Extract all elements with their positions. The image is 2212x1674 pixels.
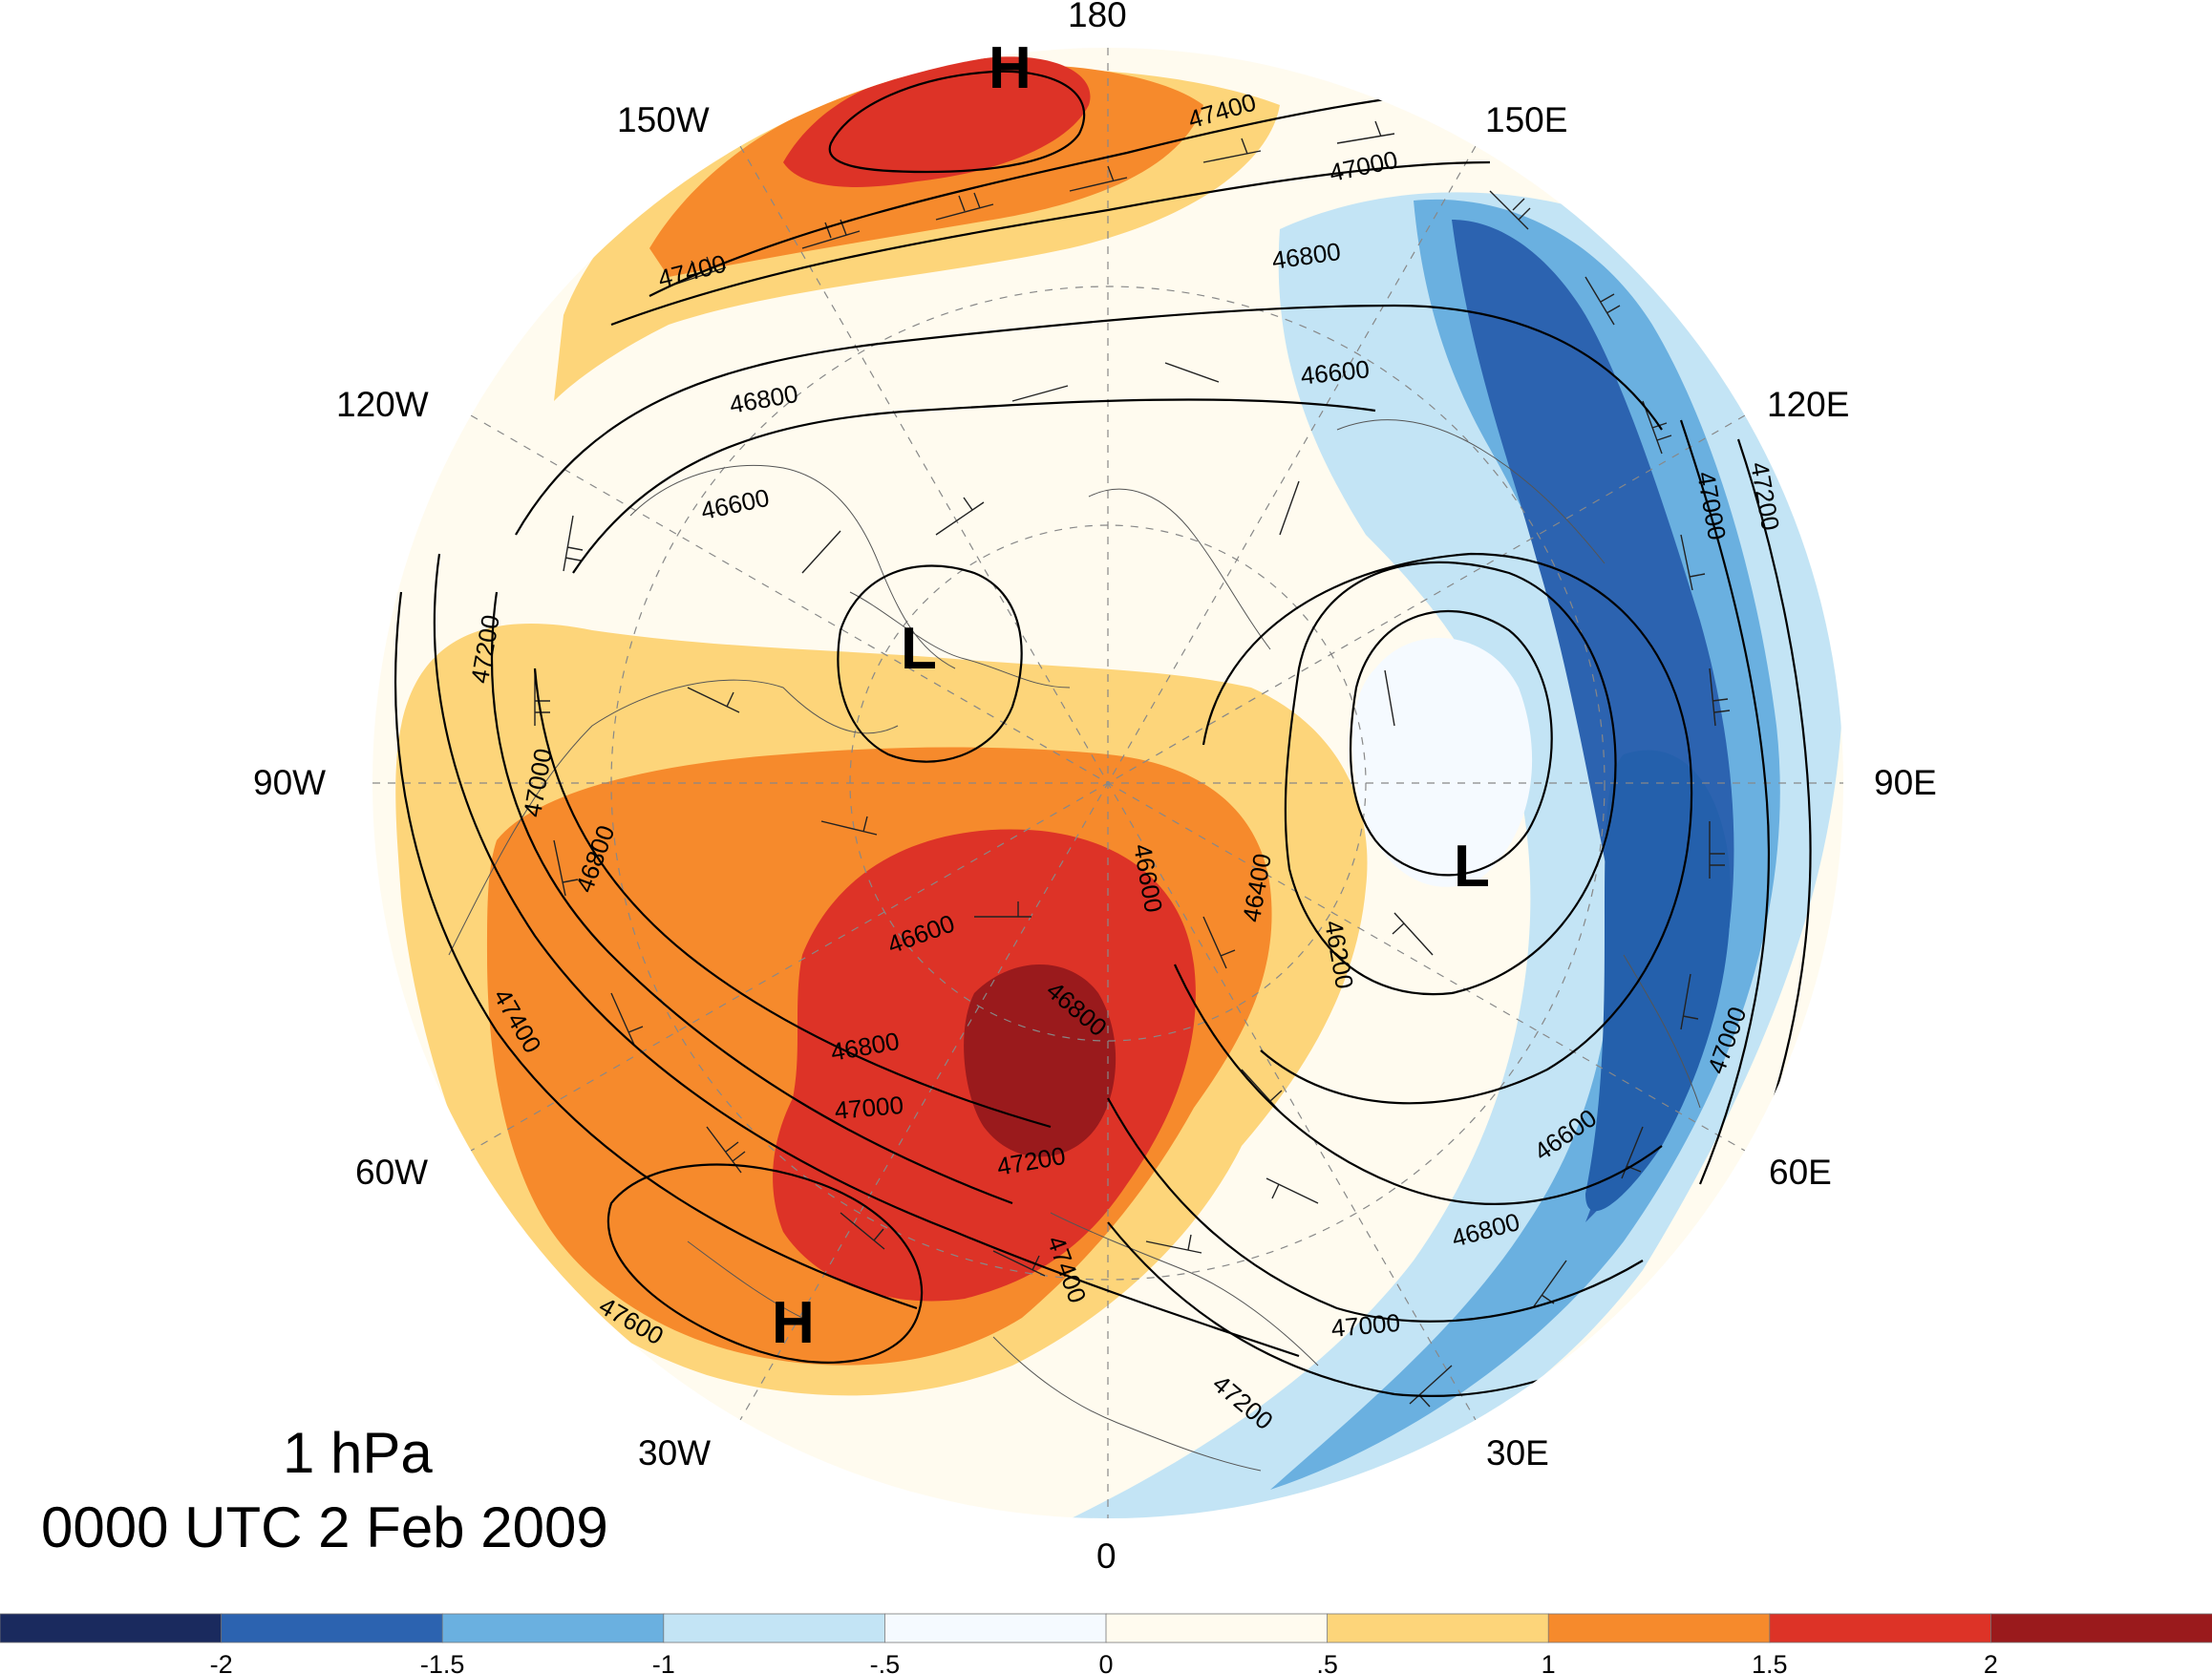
lon-label-180: 180 [1068,0,1127,34]
colorbar-segment [1327,1613,1550,1643]
longitude-labels: 180 150E 120E 90E 60E 30E 0 30W 60W 90W … [253,0,1937,1576]
colorbar-tick-label: 1 [1542,1650,1556,1674]
lon-label-0: 0 [1096,1536,1117,1576]
lon-label-90e: 90E [1874,763,1937,802]
colorbar: -2 -1.5 -1 -.5 0 .5 1 1.5 2 [0,1613,2212,1674]
lon-label-150w: 150W [617,100,710,139]
colorbar-segment [1989,1613,2212,1643]
lon-label-150e: 150E [1485,100,1567,139]
high-center-atlantic: H [772,1290,815,1356]
anomaly-dark-blue [1585,750,1731,1212]
colorbar-segment [441,1613,665,1643]
lon-label-30w: 30W [638,1433,711,1473]
lon-label-120e: 120E [1767,385,1849,424]
lon-label-30e: 30E [1486,1433,1549,1473]
lon-label-90w: 90W [253,763,326,802]
plot-title: 1 hPa 0000 UTC 2 Feb 2009 [41,1421,608,1559]
colorbar-segment [221,1613,444,1643]
colorbar-tick-label: -2 [210,1650,233,1674]
colorbar-segment [1547,1613,1771,1643]
lon-label-120w: 120W [336,385,429,424]
title-time: 0000 UTC 2 Feb 2009 [41,1495,608,1559]
anomaly-white-low [1352,637,1533,887]
colorbar-tick-label: 2 [1984,1650,1998,1674]
low-center-canada: L [901,616,937,682]
contour-label: 47000 [833,1091,904,1125]
high-center-pacific: H [989,35,1032,101]
colorbar-tick-label: 0 [1098,1650,1113,1674]
colorbar-segment [0,1613,223,1643]
low-center-siberia: L [1454,834,1490,900]
colorbar-segment [1105,1613,1329,1643]
colorbar-tick-label: -.5 [870,1650,901,1674]
colorbar-tick-label: -1 [652,1650,675,1674]
anomaly-red-pacific [783,56,1091,187]
colorbar-segment [884,1613,1107,1643]
lon-label-60e: 60E [1769,1153,1832,1192]
colorbar-tick-label: .5 [1316,1650,1338,1674]
pressure-centers: H L L H [772,35,1490,1356]
colorbar-segment [663,1613,886,1643]
title-level: 1 hPa [283,1421,433,1485]
colorbar-tick-label: 1.5 [1752,1650,1788,1674]
anomaly-dark-red-atlantic [964,964,1117,1157]
lon-label-60w: 60W [355,1153,428,1192]
graticule [372,48,1843,1518]
contour-label: 47000 [1329,1308,1401,1343]
colorbar-tick-label: -1.5 [420,1650,465,1674]
height-contours [394,70,1812,1397]
colorbar-segment [1769,1613,1992,1643]
coastlines [448,419,1701,1472]
